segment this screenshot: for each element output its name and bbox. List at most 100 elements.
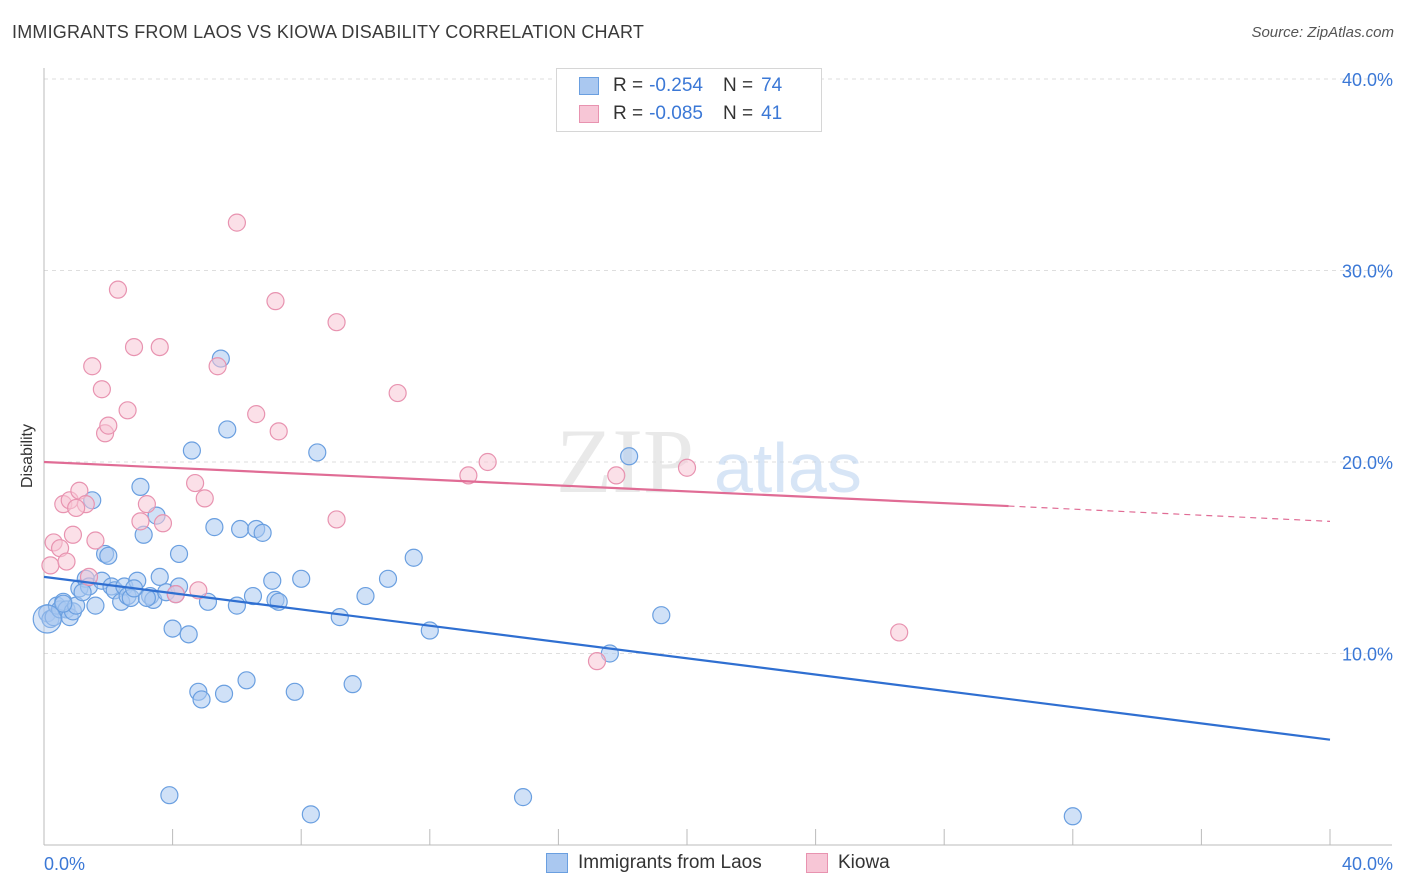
- kiowa-point: [63, 525, 83, 544]
- laos-point: [285, 682, 304, 701]
- kiowa-point: [459, 466, 478, 485]
- laos-point: [330, 608, 349, 627]
- series-legend-kiowa[interactable]: Kiowa: [806, 852, 890, 874]
- kiowa-point: [137, 495, 156, 514]
- laos-point: [237, 671, 256, 690]
- kiowa-point: [208, 357, 227, 376]
- laos-point: [1063, 807, 1082, 826]
- kiowa-point: [195, 489, 214, 508]
- kiowa-point: [124, 338, 144, 357]
- legend-n-value: 41: [761, 103, 783, 124]
- series-label-laos: Immigrants from Laos: [578, 852, 762, 873]
- kiowa-point: [131, 512, 150, 531]
- laos-point: [620, 447, 639, 466]
- kiowa-point: [118, 401, 137, 420]
- laos-point: [192, 690, 211, 709]
- kiowa-point: [269, 422, 288, 441]
- x-tick-label-min: 0.0%: [44, 854, 85, 874]
- kiowa-point: [677, 458, 697, 477]
- laos-point: [652, 606, 671, 625]
- legend-swatch-laos: [579, 77, 599, 95]
- kiowa-point: [189, 581, 208, 600]
- series-legend-laos[interactable]: Immigrants from Laos: [546, 852, 762, 874]
- laos-point: [150, 567, 169, 587]
- laos-point: [263, 571, 282, 590]
- kiowa-point: [57, 552, 76, 571]
- laos-point: [54, 594, 73, 613]
- legend-r-value: -0.254: [649, 75, 703, 96]
- kiowa-point: [86, 531, 105, 550]
- legend-n-value: 74: [761, 75, 783, 96]
- laos-trend-line: [43, 575, 1331, 741]
- kiowa-trend-line: [43, 460, 1009, 508]
- laos-point: [308, 443, 327, 462]
- kiowa-point: [108, 280, 128, 299]
- legend-n-label: N =: [722, 103, 754, 124]
- legend-r-value: -0.085: [649, 103, 703, 124]
- chart-title: IMMIGRANTS FROM LAOS VS KIOWA DISABILITY…: [12, 22, 645, 42]
- legend-row-kiowa: R = -0.085 N = 41: [579, 101, 782, 127]
- kiowa-point: [266, 292, 285, 311]
- kiowa-point: [227, 213, 246, 232]
- laos-point: [218, 420, 237, 439]
- laos-point: [32, 604, 62, 634]
- laos-point: [513, 788, 533, 807]
- laos-point: [231, 519, 250, 539]
- laos-point: [253, 523, 272, 542]
- kiowa-point: [153, 514, 173, 533]
- laos-point: [169, 544, 189, 564]
- series-legend: Immigrants from Laos Kiowa: [0, 852, 1406, 876]
- kiowa-point: [92, 380, 111, 399]
- laos-point: [179, 625, 198, 644]
- laos-point: [292, 569, 311, 588]
- laos-point: [356, 586, 375, 606]
- kiowa-point: [327, 510, 346, 529]
- kiowa-point: [607, 466, 626, 485]
- kiowa-point: [99, 416, 118, 435]
- kiowa-point: [247, 405, 266, 424]
- gridlines: [44, 78, 1392, 654]
- kiowa-point: [67, 498, 86, 518]
- laos-point: [99, 546, 118, 565]
- laos-point: [301, 805, 320, 824]
- y-tick-label: 30.0%: [1342, 262, 1393, 282]
- y-tick-label: 10.0%: [1342, 645, 1393, 665]
- kiowa-point: [186, 473, 205, 493]
- axes: [43, 68, 1392, 846]
- source-credit: Source: ZipAtlas.com: [1251, 24, 1394, 41]
- y-tick-label: 20.0%: [1342, 453, 1393, 473]
- laos-point: [182, 441, 201, 460]
- legend-r-label: R =: [613, 75, 644, 96]
- laos-point: [378, 569, 398, 588]
- laos-point: [343, 675, 362, 694]
- kiowa-point: [388, 383, 407, 403]
- kiowa-point: [327, 313, 346, 332]
- laos-point: [160, 786, 179, 805]
- x-tick-label-max: 40.0%: [1342, 854, 1393, 874]
- series-label-kiowa: Kiowa: [838, 852, 890, 873]
- laos-point: [131, 477, 150, 496]
- data-points: [32, 213, 1082, 826]
- kiowa-point: [890, 623, 909, 642]
- series-swatch-laos: [546, 853, 568, 873]
- laos-point: [86, 596, 105, 615]
- kiowa-point: [587, 652, 607, 671]
- legend-n-label: N =: [722, 75, 754, 96]
- kiowa-point: [150, 338, 169, 357]
- y-tick-label: 40.0%: [1342, 70, 1393, 90]
- kiowa-point: [478, 452, 497, 472]
- legend-swatch-kiowa: [579, 105, 599, 123]
- legend-r-label: R =: [613, 103, 644, 124]
- kiowa-trend-extension: [1008, 505, 1331, 522]
- laos-point: [205, 518, 224, 537]
- kiowa-point: [41, 556, 60, 575]
- series-swatch-kiowa: [806, 853, 828, 873]
- laos-point: [214, 684, 234, 703]
- legend-row-laos: R = -0.254 N = 74: [579, 73, 782, 99]
- kiowa-point: [83, 357, 102, 376]
- laos-point: [73, 583, 92, 602]
- tick-labels: 10.0% 20.0% 30.0% 40.0% 0.0% 40.0%: [44, 70, 1393, 874]
- laos-point: [243, 586, 263, 606]
- laos-point: [163, 619, 182, 638]
